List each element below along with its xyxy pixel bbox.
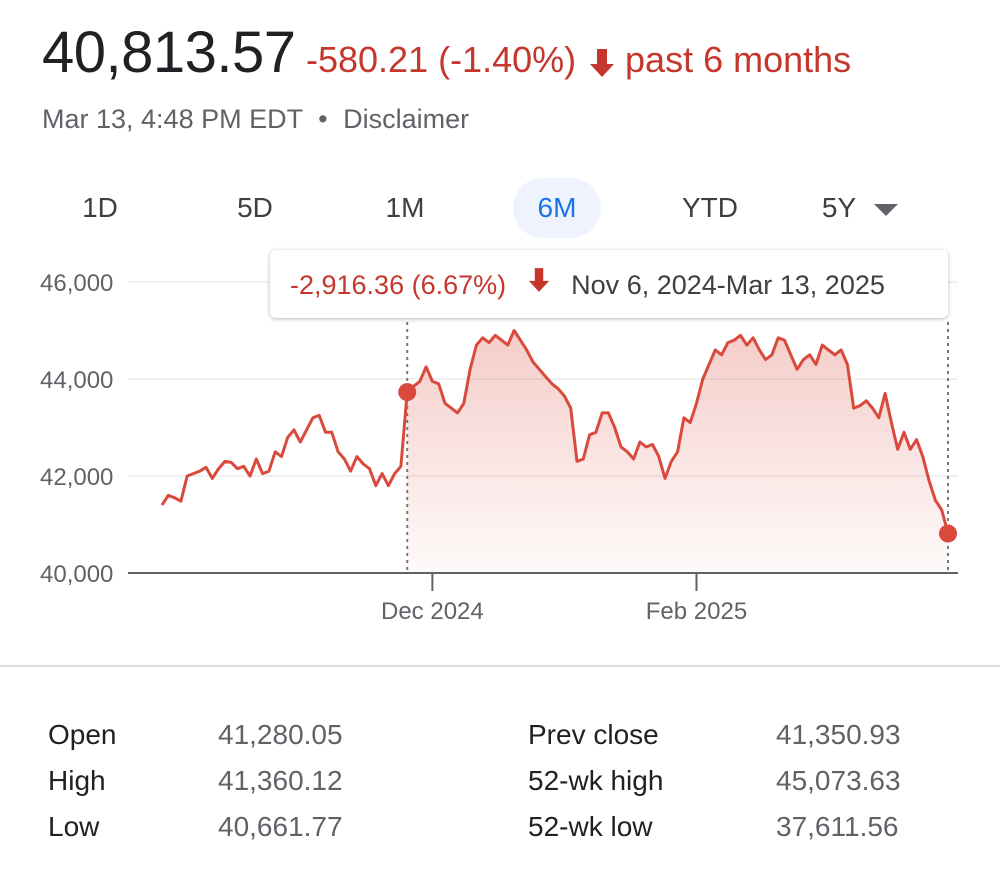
y-tick-label: 46,000 xyxy=(40,270,113,297)
selection-area xyxy=(407,330,948,573)
tab-5d[interactable]: 5D xyxy=(215,178,295,238)
y-tick-label: 42,000 xyxy=(40,464,113,491)
caret-down-icon xyxy=(874,203,899,216)
tab-label: 1M xyxy=(385,192,425,223)
tab-1m[interactable]: 1M xyxy=(365,178,445,238)
tab-1d[interactable]: 1D xyxy=(60,178,140,238)
stat-row-high: High 41,360.12 xyxy=(48,758,368,804)
y-tick-label: 44,000 xyxy=(40,367,113,394)
stat-label: 52-wk low xyxy=(528,811,653,842)
stat-value: 37,611.56 xyxy=(776,811,899,842)
arrow-down-icon xyxy=(589,48,615,82)
stat-label: Prev close xyxy=(528,719,659,750)
stats-left: Open 41,280.05 High 41,360.12 Low 40,661… xyxy=(48,712,368,850)
stat-value: 40,661.77 xyxy=(218,811,343,842)
section-divider xyxy=(0,665,1000,667)
stats-right: Prev close 41,350.93 52-wk high 45,073.6… xyxy=(528,712,948,850)
stat-value: 41,280.05 xyxy=(218,719,343,750)
tab-ytd[interactable]: YTD xyxy=(665,178,755,238)
stat-row-open: Open 41,280.05 xyxy=(48,712,368,758)
price-line: 40,813.57 -580.21 (-1.40%) past 6 months xyxy=(42,24,982,88)
separator-dot: • xyxy=(318,103,328,134)
x-tick-label: Feb 2025 xyxy=(646,598,747,625)
stat-row-52wk-low: 52-wk low 37,611.56 xyxy=(528,804,948,850)
price-change: -580.21 (-1.40%) xyxy=(305,39,577,80)
x-tick-label: Dec 2024 xyxy=(381,598,484,625)
tab-label: 1D xyxy=(82,192,118,223)
y-tick-label: 40,000 xyxy=(40,561,113,588)
timestamp: Mar 13, 4:48 PM EDT xyxy=(42,103,303,134)
range-change: -2,916.36 (6.67%) xyxy=(290,270,507,301)
stat-row-low: Low 40,661.77 xyxy=(48,804,368,850)
timestamp-line: Mar 13, 4:48 PM EDT • Disclaimer xyxy=(42,104,982,135)
stat-row-prev-close: Prev close 41,350.93 xyxy=(528,712,948,758)
selection-start-marker xyxy=(398,383,417,402)
tab-label: YTD xyxy=(682,192,738,223)
disclaimer-link[interactable]: Disclaimer xyxy=(343,103,470,134)
tab-label: 5Y xyxy=(821,192,857,223)
tab-5y-dropdown[interactable]: 5Y xyxy=(800,178,920,238)
range-tabs: 1D 5D 1M 6M YTD 5Y xyxy=(40,178,960,238)
stat-value: 41,350.93 xyxy=(776,719,901,750)
tab-label: 5D xyxy=(237,192,273,223)
range-dates: Nov 6, 2024-Mar 13, 2025 xyxy=(571,270,885,301)
range-tooltip: -2,916.36 (6.67%) Nov 6, 2024-Mar 13, 20… xyxy=(270,250,948,318)
selection-end-marker xyxy=(939,524,957,543)
stat-label: 52-wk high xyxy=(528,765,664,796)
stat-label: Low xyxy=(48,811,100,842)
tab-label: 6M xyxy=(537,192,577,223)
stat-label: High xyxy=(48,765,106,796)
stat-value: 41,360.12 xyxy=(218,765,343,796)
stat-label: Open xyxy=(48,719,117,750)
change-period: past 6 months xyxy=(625,39,852,80)
price-line-series xyxy=(160,329,950,534)
quote-header: 40,813.57 -580.21 (-1.40%) past 6 months… xyxy=(42,24,982,135)
current-price: 40,813.57 xyxy=(42,20,296,85)
stat-row-52wk-high: 52-wk high 45,073.63 xyxy=(528,758,948,804)
price-chart[interactable]: 46,000 44,000 42,000 40,000 Dec 2024 Feb 2025 xyxy=(0,240,1000,630)
arrow-down-icon xyxy=(528,250,550,318)
tab-6m[interactable]: 6M xyxy=(513,178,601,238)
stat-value: 45,073.63 xyxy=(776,765,901,796)
